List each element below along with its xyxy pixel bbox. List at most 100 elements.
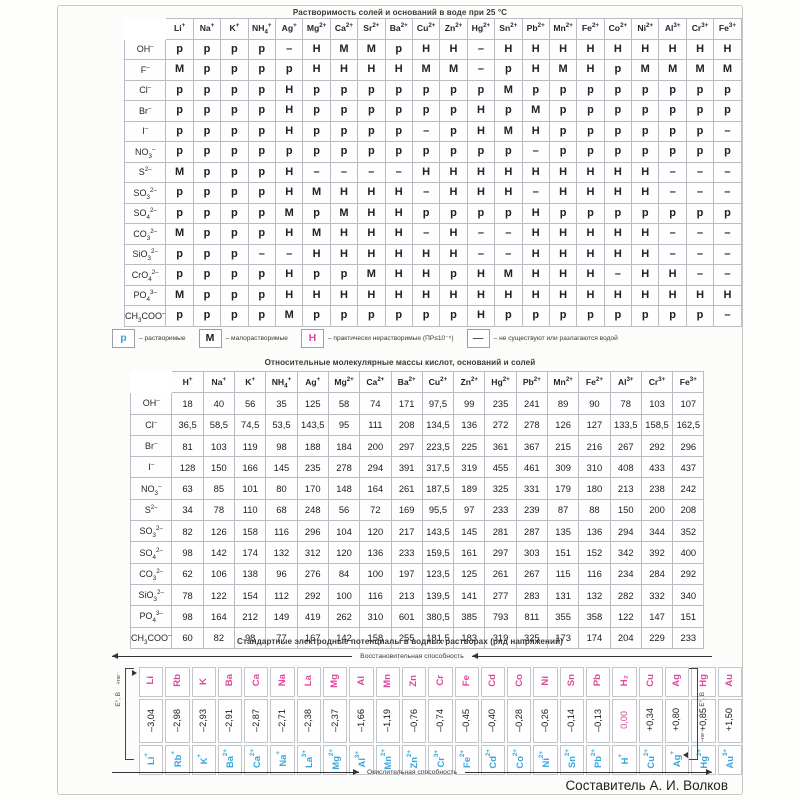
solubility-cell: р [685,79,715,101]
solubility-cell: – [494,223,523,245]
mass-cell: 234 [609,562,642,585]
mass-cell: 112 [265,583,298,607]
mass-cell: 342 [609,541,642,564]
solubility-cell: Н [274,100,304,122]
solubility-cell: – [713,120,742,142]
mass-cell: 233 [484,498,517,522]
mass-cell: 18 [171,392,204,415]
masses-col-header: Ca2+ [359,370,392,394]
solubility-title: Растворимость солей и оснований в воде п… [292,8,508,17]
arrow-right-bot [112,769,359,775]
solubility-cell: р [192,59,222,81]
solubility-cell: М [494,79,523,101]
mass-cell: 110 [234,498,267,522]
e-label-right: E°, В [699,692,706,707]
solubility-cell: Н [274,264,304,286]
solubility-cell: р [220,120,249,142]
mass-cell: 40 [202,392,236,415]
potentials-value-cell: –2,37 [323,699,348,743]
solubility-row-header: CH3COO– [123,305,167,327]
mass-cell: 238 [640,477,674,500]
solubility-cell: р [384,100,413,122]
solubility-cell: Н [494,182,523,204]
solubility-cell: М [165,59,194,81]
mass-cell: 161 [453,541,486,564]
solubility-cell: Н [658,38,687,60]
solubility-cell: Н [494,38,523,60]
solubility-cell: М [713,59,742,81]
mass-cell: 184 [327,434,361,458]
mass-cell: 455 [484,456,517,479]
solubility-cell: р [192,264,222,286]
mass-cell: 312 [296,541,329,564]
mass-cell: 56 [234,392,267,415]
solubility-cell: р [439,264,468,286]
solubility-col-header: Sr2+ [357,18,386,40]
solubility-cell: Н [302,38,331,60]
mass-cell: 310 [578,456,611,479]
masses-row-header: Cl– [129,413,173,436]
reducing-ability-arrows: Восстановительная способность [112,650,713,663]
potentials-value-cell: –1,66 [349,699,374,743]
solubility-col-header: Sn2+ [494,18,523,40]
solubility-cell: Н [329,243,359,265]
mass-cell: 125 [296,392,329,415]
mass-cell: 138 [234,562,267,585]
table-row: I– 128 150 166 145 235 278 294 391 317,5 319 455 461… [129,456,705,479]
mass-cell: 104 [327,520,361,543]
mass-cell: 88 [578,498,611,522]
solubility-cell: Н [658,284,687,306]
solubility-cell: Н [384,202,413,224]
masses-col-header: Cu2+ [421,370,455,394]
table-row: Br– 81 103 119 98 188 184 200 297 223,5 225 361 367 2… [129,434,705,458]
solubility-cell: р [192,120,222,142]
solubility-cell: р [247,264,276,286]
mass-cell: 461 [515,456,548,479]
potentials-value-cell: –0,26 [533,699,558,743]
mass-cell: 98 [171,541,204,564]
mass-cell: 98 [234,626,267,649]
masses-table-container: H+ Na+ K+ NH4+ Ag+ Mg2+ Ca2+ Ba2+ Cu2+ Zn2+ Hg2+ Pb… [129,370,705,649]
mass-cell: 58,5 [202,413,236,436]
solubility-cell: р [685,120,715,142]
mass-cell: 126 [546,413,580,436]
solubility-cell: р [411,202,441,224]
solubility-cell: М [329,38,359,60]
potentials-title: Стандартные электродные потенциалы в вод… [237,637,563,646]
mass-cell: 99 [453,392,486,415]
solubility-cell: – [411,120,441,142]
solubility-cell: р [192,182,222,204]
solubility-cell: Н [384,182,413,204]
mass-cell: 149 [265,605,298,628]
legend-item: Н – практически нерастворимые (ПР≤10⁻⁵) [300,328,454,348]
mass-cell: 123,5 [421,562,455,585]
solubility-cell: р [247,182,276,204]
solubility-cell: р [247,79,276,101]
solubility-cell: Н [603,243,633,265]
solubility-cell: Н [576,59,605,81]
solubility-cell: р [603,100,633,122]
solubility-row-header: Br– [123,100,167,122]
solubility-cell: Н [494,161,523,183]
mass-cell: 152 [578,541,611,564]
solubility-col-header: Co2+ [603,18,633,40]
mass-cell: 187,5 [421,477,455,500]
solubility-cell: М [302,223,331,245]
solubility-cell: р [247,305,276,327]
mass-cell: 267 [515,562,548,585]
arrow-right-bot-2 [465,769,713,775]
mass-cell: 80 [265,477,298,500]
solubility-cell: Н [384,223,413,245]
masses-row-header: SO42– [129,541,173,564]
solubility-cell: р [439,202,468,224]
potentials-value-cell: –0,14 [559,699,585,743]
solubility-cell: р [329,79,359,101]
solubility-cell: р [357,79,386,101]
solubility-cell: Н [439,38,468,60]
solubility-cell: р [357,141,386,163]
solubility-cell: р [274,59,304,81]
solubility-cell: р [631,100,660,122]
